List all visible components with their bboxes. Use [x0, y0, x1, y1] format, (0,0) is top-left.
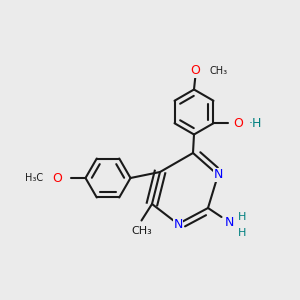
Text: N: N: [173, 218, 183, 230]
Text: CH₃: CH₃: [209, 66, 227, 76]
Text: CH₃: CH₃: [131, 226, 152, 236]
Text: H: H: [238, 212, 247, 222]
Text: O: O: [190, 64, 200, 77]
Text: H: H: [238, 229, 247, 238]
Text: O: O: [52, 172, 62, 184]
Text: O: O: [233, 117, 243, 130]
Text: N: N: [213, 169, 223, 182]
Text: H₃C: H₃C: [26, 173, 44, 183]
Text: ·H: ·H: [249, 117, 262, 130]
Text: N: N: [224, 217, 234, 230]
